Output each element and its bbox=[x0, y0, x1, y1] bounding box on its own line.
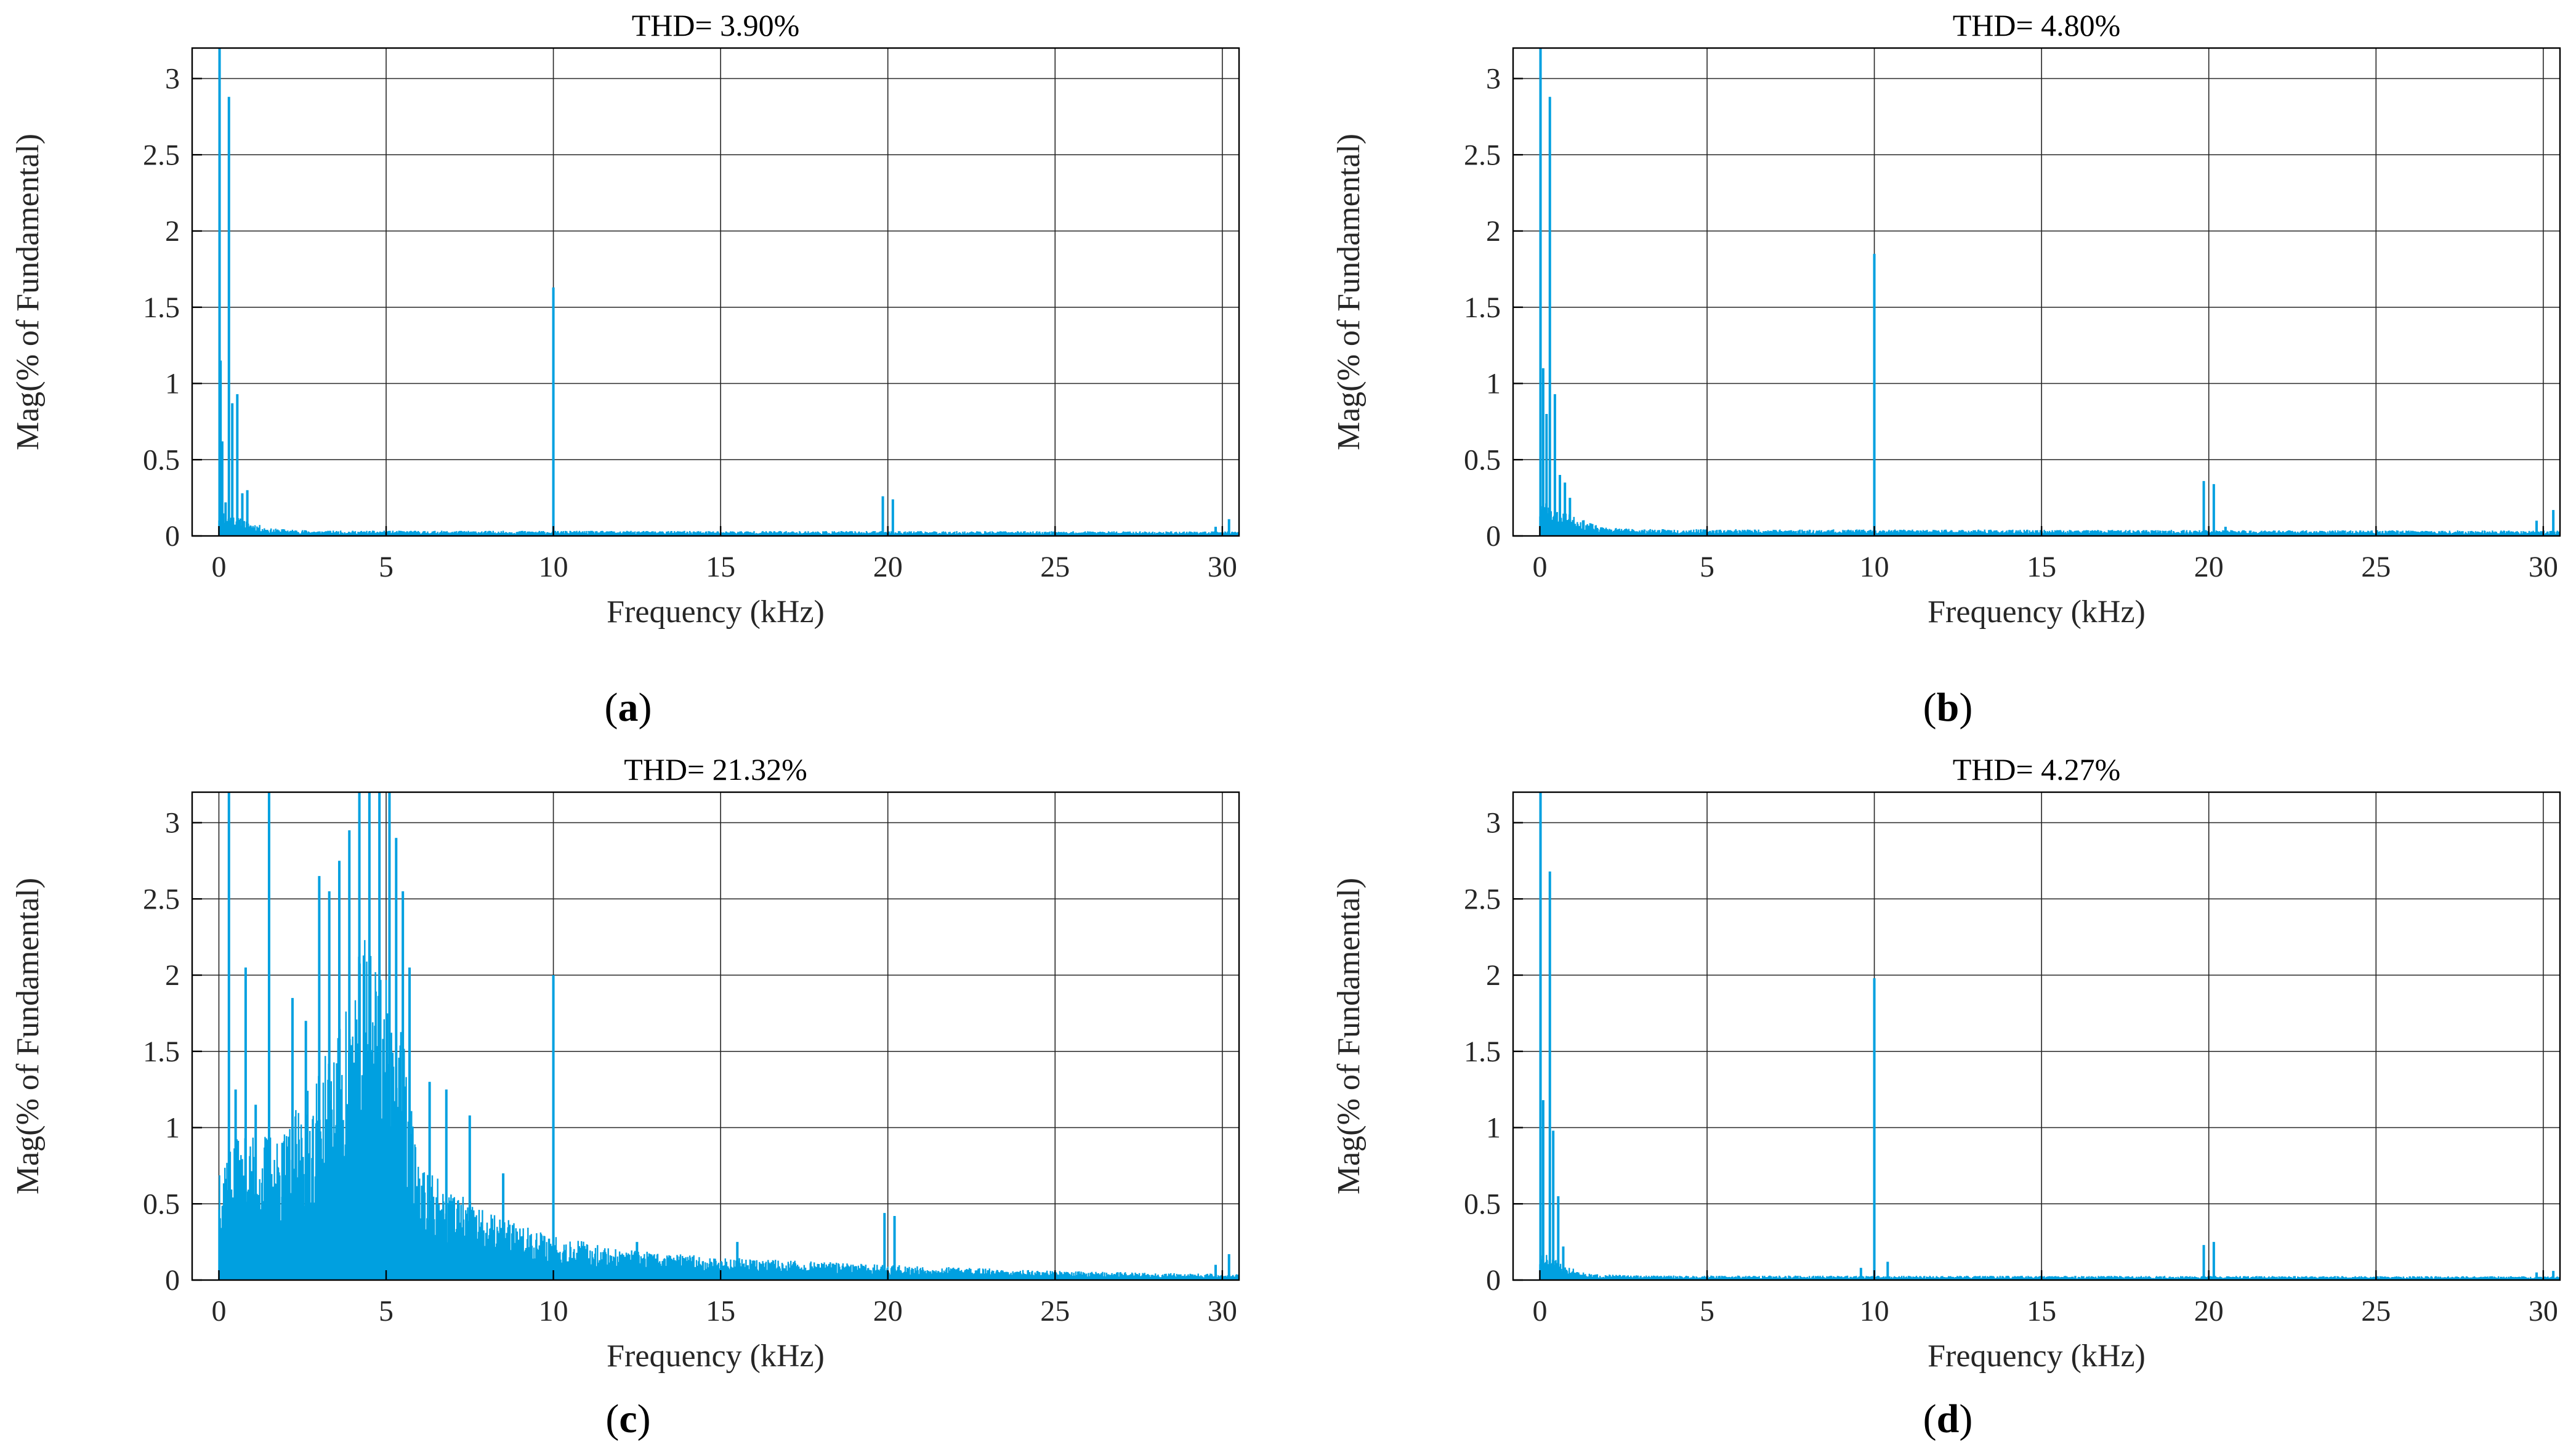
panel-label-c: (c) bbox=[605, 1396, 650, 1441]
y-tick-label: 2 bbox=[1486, 959, 1501, 992]
y-tick-label: 1 bbox=[1486, 1112, 1501, 1145]
y-tick-label: 3 bbox=[165, 63, 180, 95]
y-tick-label: 2 bbox=[1486, 215, 1501, 248]
x-tick-label: 30 bbox=[2529, 551, 2558, 583]
y-tick-label: 0.5 bbox=[143, 1188, 180, 1220]
x-tick-label: 5 bbox=[379, 1295, 394, 1327]
y-tick-label: 0 bbox=[1486, 520, 1501, 553]
y-axis-label: Mag(% of Fundamental) bbox=[1331, 134, 1367, 450]
axes-frame bbox=[191, 791, 1240, 1281]
chart-title: THD= 4.80% bbox=[1953, 8, 2121, 43]
x-tick-label: 10 bbox=[1860, 551, 1889, 583]
x-tick-label: 20 bbox=[873, 1295, 903, 1327]
y-tick-label: 3 bbox=[165, 807, 180, 840]
x-tick-label: 25 bbox=[2361, 1295, 2391, 1327]
y-tick-label: 2 bbox=[165, 215, 180, 248]
x-tick-label: 10 bbox=[1860, 1295, 1889, 1327]
chart-panel-c: 0 5 10 15 20 25 30 0 0.5 1 1.5 2 2.5 3 THD= 21.32% Freq… bbox=[10, 752, 1240, 1374]
x-tick-label: 25 bbox=[1040, 551, 1070, 583]
chart-panel-b: 0 5 10 15 20 25 30 0 0.5 1 1.5 2 2.5 3 THD= 4.80% Frequ… bbox=[1331, 8, 2561, 630]
y-tick-label: 0 bbox=[165, 520, 180, 553]
y-tick-label: 1.5 bbox=[1464, 1036, 1501, 1068]
axes-frame bbox=[1512, 791, 2561, 1281]
x-tick-label: 5 bbox=[379, 551, 394, 583]
x-tick-label: 10 bbox=[539, 551, 568, 583]
x-tick-label: 10 bbox=[539, 1295, 568, 1327]
x-tick-label: 20 bbox=[873, 551, 903, 583]
axes-frame bbox=[191, 47, 1240, 537]
plot-area bbox=[192, 48, 1239, 536]
chart-title: THD= 21.32% bbox=[624, 752, 807, 787]
x-tick-label: 20 bbox=[2194, 1295, 2224, 1327]
y-tick-label: 2.5 bbox=[143, 139, 180, 171]
x-tick-label: 0 bbox=[1532, 1295, 1547, 1327]
plot-area bbox=[1513, 48, 2560, 536]
x-axis-label: Frequency (kHz) bbox=[607, 594, 825, 630]
y-tick-label: 0.5 bbox=[1464, 444, 1501, 476]
chart-panel-a: 0 5 10 15 20 25 30 0 0.5 1 1.5 2 2.5 3 THD= 3.90% Frequ… bbox=[10, 8, 1240, 630]
y-tick-label: 1 bbox=[1486, 368, 1501, 400]
x-tick-label: 25 bbox=[2361, 551, 2391, 583]
y-tick-label: 1 bbox=[165, 1112, 180, 1145]
y-axis-label: Mag(% of Fundamental) bbox=[1331, 878, 1367, 1194]
x-tick-label: 0 bbox=[211, 1295, 226, 1327]
y-tick-label: 1 bbox=[165, 368, 180, 400]
x-tick-label: 5 bbox=[1700, 551, 1714, 583]
y-tick-label: 1.5 bbox=[1464, 291, 1501, 324]
x-tick-label: 15 bbox=[2027, 1295, 2056, 1327]
y-tick-label: 1.5 bbox=[143, 291, 180, 324]
y-tick-label: 2 bbox=[165, 959, 180, 992]
y-tick-label: 0.5 bbox=[1464, 1188, 1501, 1220]
chart-title: THD= 4.27% bbox=[1953, 752, 2121, 787]
y-tick-label: 0.5 bbox=[143, 444, 180, 476]
x-tick-label: 0 bbox=[211, 551, 226, 583]
x-tick-label: 15 bbox=[2027, 551, 2056, 583]
y-tick-label: 0 bbox=[165, 1264, 180, 1297]
y-axis-label: Mag(% of Fundamental) bbox=[10, 134, 46, 450]
y-tick-label: 2.5 bbox=[1464, 139, 1501, 171]
y-tick-label: 1.5 bbox=[143, 1036, 180, 1068]
x-tick-label: 30 bbox=[1208, 551, 1237, 583]
axes-frame bbox=[1512, 47, 2561, 537]
y-tick-label: 2.5 bbox=[143, 883, 180, 915]
x-tick-label: 0 bbox=[1532, 551, 1547, 583]
x-tick-label: 25 bbox=[1040, 1295, 1070, 1327]
panel-label-a: (a) bbox=[605, 685, 652, 730]
plot-area bbox=[1513, 792, 2560, 1280]
x-tick-label: 15 bbox=[706, 1295, 735, 1327]
y-tick-label: 2.5 bbox=[1464, 883, 1501, 915]
y-tick-label: 3 bbox=[1486, 807, 1501, 840]
chart-title: THD= 3.90% bbox=[632, 8, 800, 43]
x-axis-label: Frequency (kHz) bbox=[1928, 1339, 2146, 1374]
y-axis-label: Mag(% of Fundamental) bbox=[10, 878, 46, 1194]
x-tick-label: 30 bbox=[2529, 1295, 2558, 1327]
x-tick-label: 30 bbox=[1208, 1295, 1237, 1327]
x-axis-label: Frequency (kHz) bbox=[1928, 594, 2146, 630]
y-tick-label: 3 bbox=[1486, 63, 1501, 95]
chart-panel-d: 0 5 10 15 20 25 30 0 0.5 1 1.5 2 2.5 3 THD= 4.27% Frequ… bbox=[1331, 752, 2561, 1374]
x-tick-label: 15 bbox=[706, 551, 735, 583]
x-tick-label: 5 bbox=[1700, 1295, 1714, 1327]
x-axis-label: Frequency (kHz) bbox=[607, 1339, 825, 1374]
panel-label-b: (b) bbox=[1923, 685, 1973, 730]
y-tick-label: 0 bbox=[1486, 1264, 1501, 1297]
x-tick-label: 20 bbox=[2194, 551, 2224, 583]
panel-label-d: (d) bbox=[1923, 1396, 1973, 1441]
